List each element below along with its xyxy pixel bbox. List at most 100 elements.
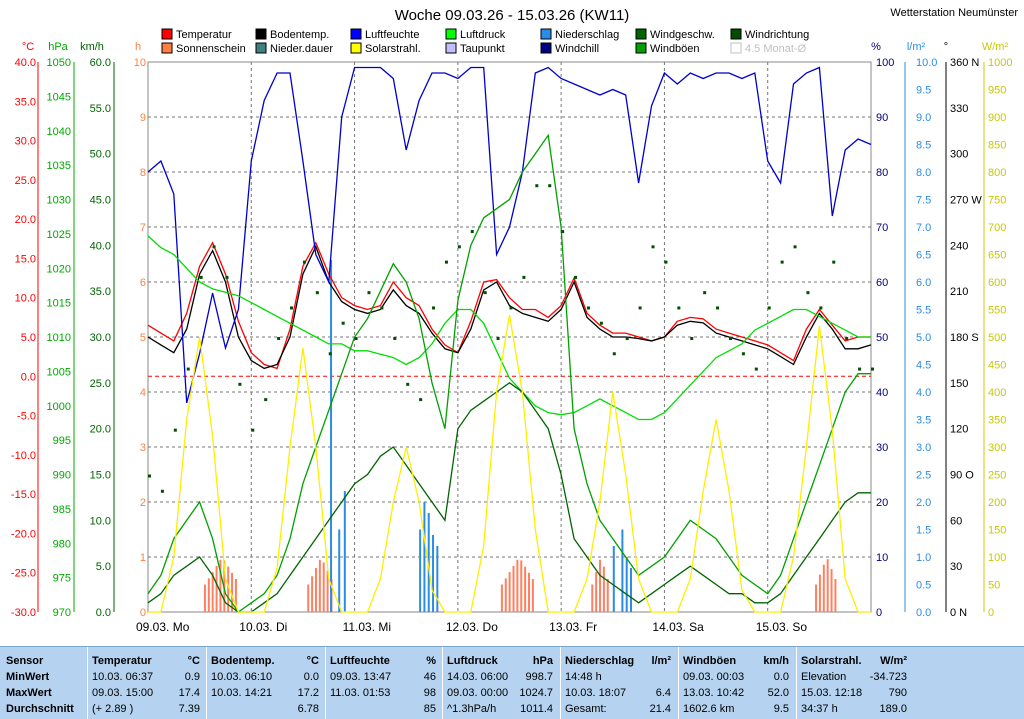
rain-bar <box>436 546 439 612</box>
hpa-tick-label: 1025 <box>47 229 71 241</box>
legend-swatch <box>350 42 362 54</box>
wind-direction-point <box>780 260 784 264</box>
legend-label: Luftdruck <box>460 29 506 41</box>
stats-cell-label: 1602.6 km <box>683 703 735 715</box>
wind-direction-point <box>716 306 720 310</box>
kmh-tick-label: 55.0 <box>90 103 111 115</box>
solar-tick-label: 150 <box>988 525 1006 537</box>
legend-swatch <box>161 28 173 40</box>
stats-column: Luftdruck hPa 14.03. 06:00 998.7 09.03. 00:0… <box>447 647 557 719</box>
wind-direction-point <box>251 428 255 432</box>
stats-cell-value: 6.78 <box>297 703 319 715</box>
legend-label: Sonnenschein <box>176 43 246 55</box>
sunshine-bar <box>599 559 602 612</box>
axis-unit-label: km/h <box>80 41 104 53</box>
rain-bar <box>343 491 346 612</box>
series-line-windgeschw <box>147 382 871 613</box>
stats-unit: hPa <box>532 655 553 667</box>
series-line-windben <box>147 133 871 613</box>
stats-cell-label: MinWert <box>6 671 50 683</box>
rain-tick-label: 6.5 <box>916 250 931 262</box>
legend-swatch <box>255 28 267 40</box>
hpa-tick-label: 1020 <box>47 263 71 275</box>
sunshine-bar <box>512 565 515 612</box>
stats-header: Solarstrahl. <box>801 655 862 667</box>
temp-tick-label: 15.0 <box>15 253 36 265</box>
wind-direction-point <box>302 260 306 264</box>
humidity-tick-label: 70 <box>876 222 888 234</box>
rain-tick-label: 0.5 <box>916 580 931 592</box>
hpa-tick-label: 1050 <box>47 57 71 69</box>
wind-direction-point <box>328 352 332 356</box>
rain-tick-label: 0.0 <box>916 607 931 619</box>
sunshine-bar <box>231 572 234 612</box>
sunshine-bar <box>504 578 507 612</box>
solar-tick-label: 200 <box>988 497 1006 509</box>
wind-direction-point <box>393 337 397 340</box>
axis-unit-label: % <box>871 41 881 53</box>
stats-cell-value: 0.0 <box>773 671 789 683</box>
day-label: 14.03. Sa <box>652 620 704 634</box>
stats-cell-value: 6.4 <box>655 687 671 699</box>
wind-direction-point <box>432 306 436 310</box>
sunshine-bar <box>215 565 218 612</box>
humidity-tick-label: 30 <box>876 442 888 454</box>
stats-separator <box>325 647 326 719</box>
sunshine-bar <box>520 560 523 612</box>
sunshine-bar <box>234 579 237 612</box>
legend-swatch <box>730 28 742 40</box>
hours-tick-label: 9 <box>140 112 146 124</box>
solar-tick-label: 50 <box>988 580 1000 592</box>
wind-direction-point <box>871 367 874 371</box>
hpa-tick-label: 1010 <box>47 332 71 344</box>
wind-direction-point <box>406 382 410 386</box>
day-label: 13.03. Fr <box>549 620 597 634</box>
sunshine-bar <box>318 559 321 612</box>
wind-direction-point <box>586 306 590 310</box>
wind-direction-point <box>225 275 229 279</box>
rain-bar <box>612 546 615 612</box>
sunshine-bar <box>818 574 821 612</box>
sunshine-bar <box>500 584 503 612</box>
stats-cell-label: Gesamt: <box>565 703 607 715</box>
sunshine-bar <box>531 579 534 612</box>
rain-tick-label: 6.0 <box>916 277 931 289</box>
wind-direction-point <box>728 337 732 340</box>
stats-header: Windböen <box>683 655 737 667</box>
stats-cell-label: 09.03. 15:00 <box>92 687 154 699</box>
legend-label: Luftfeuchte <box>365 29 419 41</box>
stats-column: Solarstrahl. W/m² Elevation -34.723 15.03. 1… <box>801 647 911 719</box>
legend-label: Nieder.dauer <box>270 43 333 55</box>
solar-tick-label: 900 <box>988 112 1006 124</box>
humidity-tick-label: 0 <box>876 607 882 619</box>
temp-tick-label: 5.0 <box>21 332 36 344</box>
hours-tick-label: 4 <box>140 387 146 399</box>
sunshine-bar <box>322 562 325 612</box>
legend-swatch <box>540 28 552 40</box>
wind-direction-point <box>845 337 849 340</box>
wind-direction-point <box>380 306 384 310</box>
stats-separator <box>796 647 797 719</box>
stats-column: Bodentemp. °C 10.03. 06:10 0.0 10.03. 14:21 1… <box>211 647 323 719</box>
direction-tick-label: 300 <box>950 149 968 161</box>
stats-unit: l/m² <box>651 655 671 667</box>
kmh-tick-label: 40.0 <box>90 240 111 252</box>
temp-tick-label: 0.0 <box>21 371 36 383</box>
wind-direction-point <box>819 306 823 310</box>
temp-tick-label: -25.0 <box>11 568 36 580</box>
wind-direction-point <box>264 398 268 402</box>
sunshine-bar <box>834 579 837 612</box>
legend-label: 4.5 Monat-Ø <box>745 43 807 55</box>
wind-direction-point <box>444 260 448 264</box>
humidity-tick-label: 20 <box>876 497 888 509</box>
stats-header: Sensor <box>6 655 44 667</box>
stats-cell-value: 1024.7 <box>519 687 553 699</box>
stats-cell-value: 85 <box>423 703 436 715</box>
sunshine-bar <box>826 559 829 612</box>
legend-swatch <box>350 28 362 40</box>
stats-cell-label: 14:48 h <box>565 671 602 683</box>
chart-title: Woche 09.03.26 - 15.03.26 (KW11) <box>395 7 630 24</box>
hours-tick-label: 7 <box>140 222 146 234</box>
kmh-tick-label: 50.0 <box>90 149 111 161</box>
kmh-tick-label: 30.0 <box>90 332 111 344</box>
